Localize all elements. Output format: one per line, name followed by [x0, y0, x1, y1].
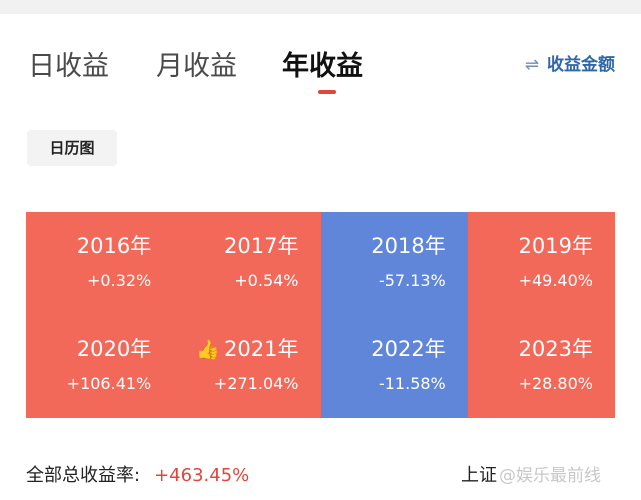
- watermark-text: @娱乐最前线: [499, 466, 601, 486]
- tab-yearly-returns[interactable]: 年收益: [282, 51, 363, 82]
- thumbs-up-icon: 👍: [196, 339, 221, 361]
- year-return: +49.40%: [518, 271, 593, 290]
- year-label: 2021年: [224, 337, 299, 361]
- total-return-summary: 全部总收益率: +463.45%: [26, 461, 249, 487]
- year-cell[interactable]: 2019年 +49.40%: [467, 212, 615, 315]
- year-label: 2019年: [518, 234, 593, 258]
- year-cell[interactable]: 2020年 +106.41%: [26, 315, 174, 418]
- year-label: 2023年: [518, 337, 593, 361]
- year-label-with-icon: 👍 2021年: [196, 333, 298, 363]
- year-label: 2017年: [224, 234, 299, 258]
- yearly-returns-grid: 2016年 +0.32% 2017年 +0.54% 2018年 -57.13% …: [26, 212, 615, 418]
- year-cell[interactable]: 2022年 -11.58%: [320, 315, 468, 418]
- year-return: -11.58%: [378, 374, 446, 393]
- year-return: -57.13%: [378, 271, 446, 290]
- toggle-amount-label: 收益金额: [547, 55, 615, 75]
- year-cell[interactable]: 2017年 +0.54%: [173, 212, 321, 315]
- tab-daily-returns[interactable]: 日收益: [28, 51, 109, 82]
- benchmark-name: 上证: [461, 465, 497, 486]
- total-return-label: 全部总收益率:: [26, 465, 141, 486]
- benchmark-label[interactable]: 上证 @娱乐最前线: [461, 461, 601, 487]
- year-return: +0.32%: [87, 271, 152, 290]
- total-return-value: +463.45%: [154, 465, 250, 486]
- active-tab-indicator: [318, 90, 336, 94]
- year-label: 2018年: [371, 234, 446, 258]
- year-return: +271.04%: [213, 374, 299, 393]
- year-label: 2016年: [76, 234, 152, 258]
- year-return: +106.41%: [66, 374, 152, 393]
- year-cell[interactable]: 2016年 +0.32%: [26, 212, 174, 315]
- swap-arrows-icon: ⇌: [524, 55, 539, 75]
- year-cell[interactable]: 2023年 +28.80%: [467, 315, 615, 418]
- year-cell[interactable]: 2018年 -57.13%: [320, 212, 468, 315]
- year-label: 2020年: [76, 337, 152, 361]
- top-strip: [0, 0, 641, 14]
- year-label: 2022年: [371, 337, 446, 361]
- tab-monthly-returns[interactable]: 月收益: [156, 51, 237, 82]
- year-return: +0.54%: [234, 271, 299, 290]
- year-return: +28.80%: [518, 374, 593, 393]
- year-cell[interactable]: 👍 2021年 +271.04%: [173, 315, 321, 418]
- toggle-amount-button[interactable]: ⇌ 收益金额: [525, 50, 615, 75]
- calendar-view-button[interactable]: 日历图: [27, 130, 117, 166]
